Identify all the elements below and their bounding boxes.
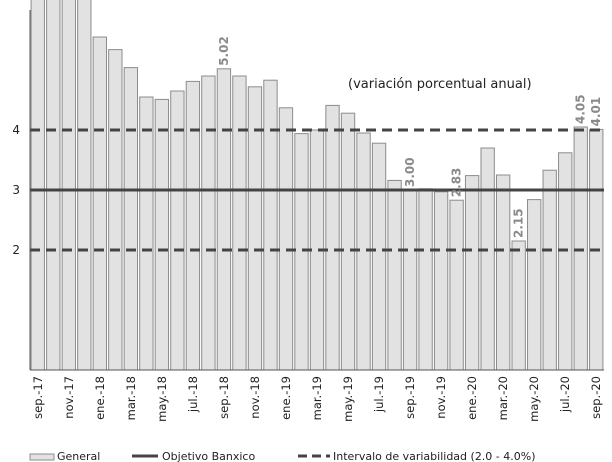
bar-ene.-18 xyxy=(92,36,107,371)
x-tick-sep.-19: sep.-19 xyxy=(403,376,417,419)
bar-sep.-18 xyxy=(216,68,232,371)
bar-jul.-18 xyxy=(185,80,201,371)
bar-feb.-19 xyxy=(294,133,309,371)
y-tick-4: 4 xyxy=(12,123,20,137)
x-tick-nov.-19: nov.-19 xyxy=(434,376,448,419)
data-label-ago.-20: 4.05 xyxy=(574,94,588,124)
bar-jul.-20 xyxy=(558,152,573,371)
legend-label-target: Objetivo Banxico xyxy=(162,450,255,462)
x-tick-labels: sep.-17 nov.-17 ene.-18 mar.-18 may.-18 jul.-… xyxy=(31,376,603,422)
reference-lines xyxy=(30,128,604,252)
x-tick-nov.-18: nov.-18 xyxy=(248,376,262,419)
x-tick-ene.-19: ene.-19 xyxy=(279,376,293,420)
legend-swatch-general xyxy=(29,453,55,461)
legend-label-general: General xyxy=(57,450,100,462)
bar-oct.-18 xyxy=(232,75,247,371)
bar-oct.-19 xyxy=(418,188,433,371)
x-tick-jul.-20: jul.-20 xyxy=(558,376,572,413)
y-tick-2: 2 xyxy=(12,243,20,257)
data-label-dic.-19: 2.83 xyxy=(450,168,464,198)
chart-annotation: (variación porcentual anual) xyxy=(348,77,532,92)
x-tick-ene.-20: ene.-20 xyxy=(465,376,479,420)
bar-may.-20 xyxy=(527,199,542,371)
bar-feb.-20 xyxy=(480,147,495,371)
x-tick-sep.-18: sep.-18 xyxy=(217,376,231,419)
data-label-sep.-19: 3.00 xyxy=(403,157,417,187)
bar-ago.-19 xyxy=(387,179,402,371)
bar-ago.-18 xyxy=(201,75,216,371)
bar-sep.-17 xyxy=(30,0,45,371)
bar-feb.-18 xyxy=(108,49,123,371)
x-tick-ene.-18: ene.-18 xyxy=(93,376,107,420)
x-tick-may.-19: may.-19 xyxy=(341,376,355,422)
bar-mar.-18 xyxy=(123,67,139,371)
data-label-abr.-20: 2.15 xyxy=(512,208,526,238)
data-label-sep.-18: 5.02 xyxy=(217,36,231,66)
x-tick-mar.-19: mar.-19 xyxy=(310,376,324,420)
x-tick-jul.-19: jul.-19 xyxy=(372,376,386,413)
bar-dic.-18 xyxy=(263,79,278,371)
bar-oct.-17 xyxy=(46,0,61,371)
bar-mar.-20 xyxy=(495,174,511,371)
bar-nov.-19 xyxy=(433,191,449,371)
bar-abr.-20 xyxy=(511,240,526,371)
bar-jul.-19 xyxy=(371,142,387,371)
bar-may.-18 xyxy=(154,98,170,371)
x-tick-may.-20: may.-20 xyxy=(527,376,541,422)
data-label-sep.-20: 4.01 xyxy=(589,97,603,127)
x-tick-jul.-18: jul.-18 xyxy=(186,376,200,413)
bar-jun.-18 xyxy=(170,90,185,371)
x-tick-may.-18: may.-18 xyxy=(155,376,169,422)
bar-dic.-19 xyxy=(449,199,464,371)
bar-jun.-20 xyxy=(542,169,557,371)
bar-sep.-19 xyxy=(402,189,418,371)
bar-series-general xyxy=(30,0,604,371)
x-tick-mar.-18: mar.-18 xyxy=(124,376,138,420)
x-tick-mar.-20: mar.-20 xyxy=(496,376,510,420)
bar-may.-19 xyxy=(340,112,356,371)
bar-nov.-17 xyxy=(61,0,76,371)
bar-ene.-19 xyxy=(278,107,294,371)
legend-label-interval: Intervalo de variabilidad (2.0 - 4.0%) xyxy=(333,450,536,462)
bar-abr.-19 xyxy=(325,104,340,371)
bar-abr.-18 xyxy=(139,96,154,371)
x-tick-sep.-17: sep.-17 xyxy=(31,376,45,419)
bar-dic.-17 xyxy=(77,0,92,371)
y-tick-3: 3 xyxy=(12,183,20,197)
chart-axes xyxy=(29,10,604,371)
bar-ene.-20 xyxy=(464,175,480,371)
y-tick-labels: 2 3 4 xyxy=(12,123,20,257)
x-tick-nov.-17: nov.-17 xyxy=(62,376,76,419)
legend: General Objetivo Banxico Intervalo de va… xyxy=(29,450,536,462)
x-tick-sep.-20: sep.-20 xyxy=(589,376,603,419)
data-labels: 6.355.023.002.832.154.054.01 xyxy=(217,36,603,238)
